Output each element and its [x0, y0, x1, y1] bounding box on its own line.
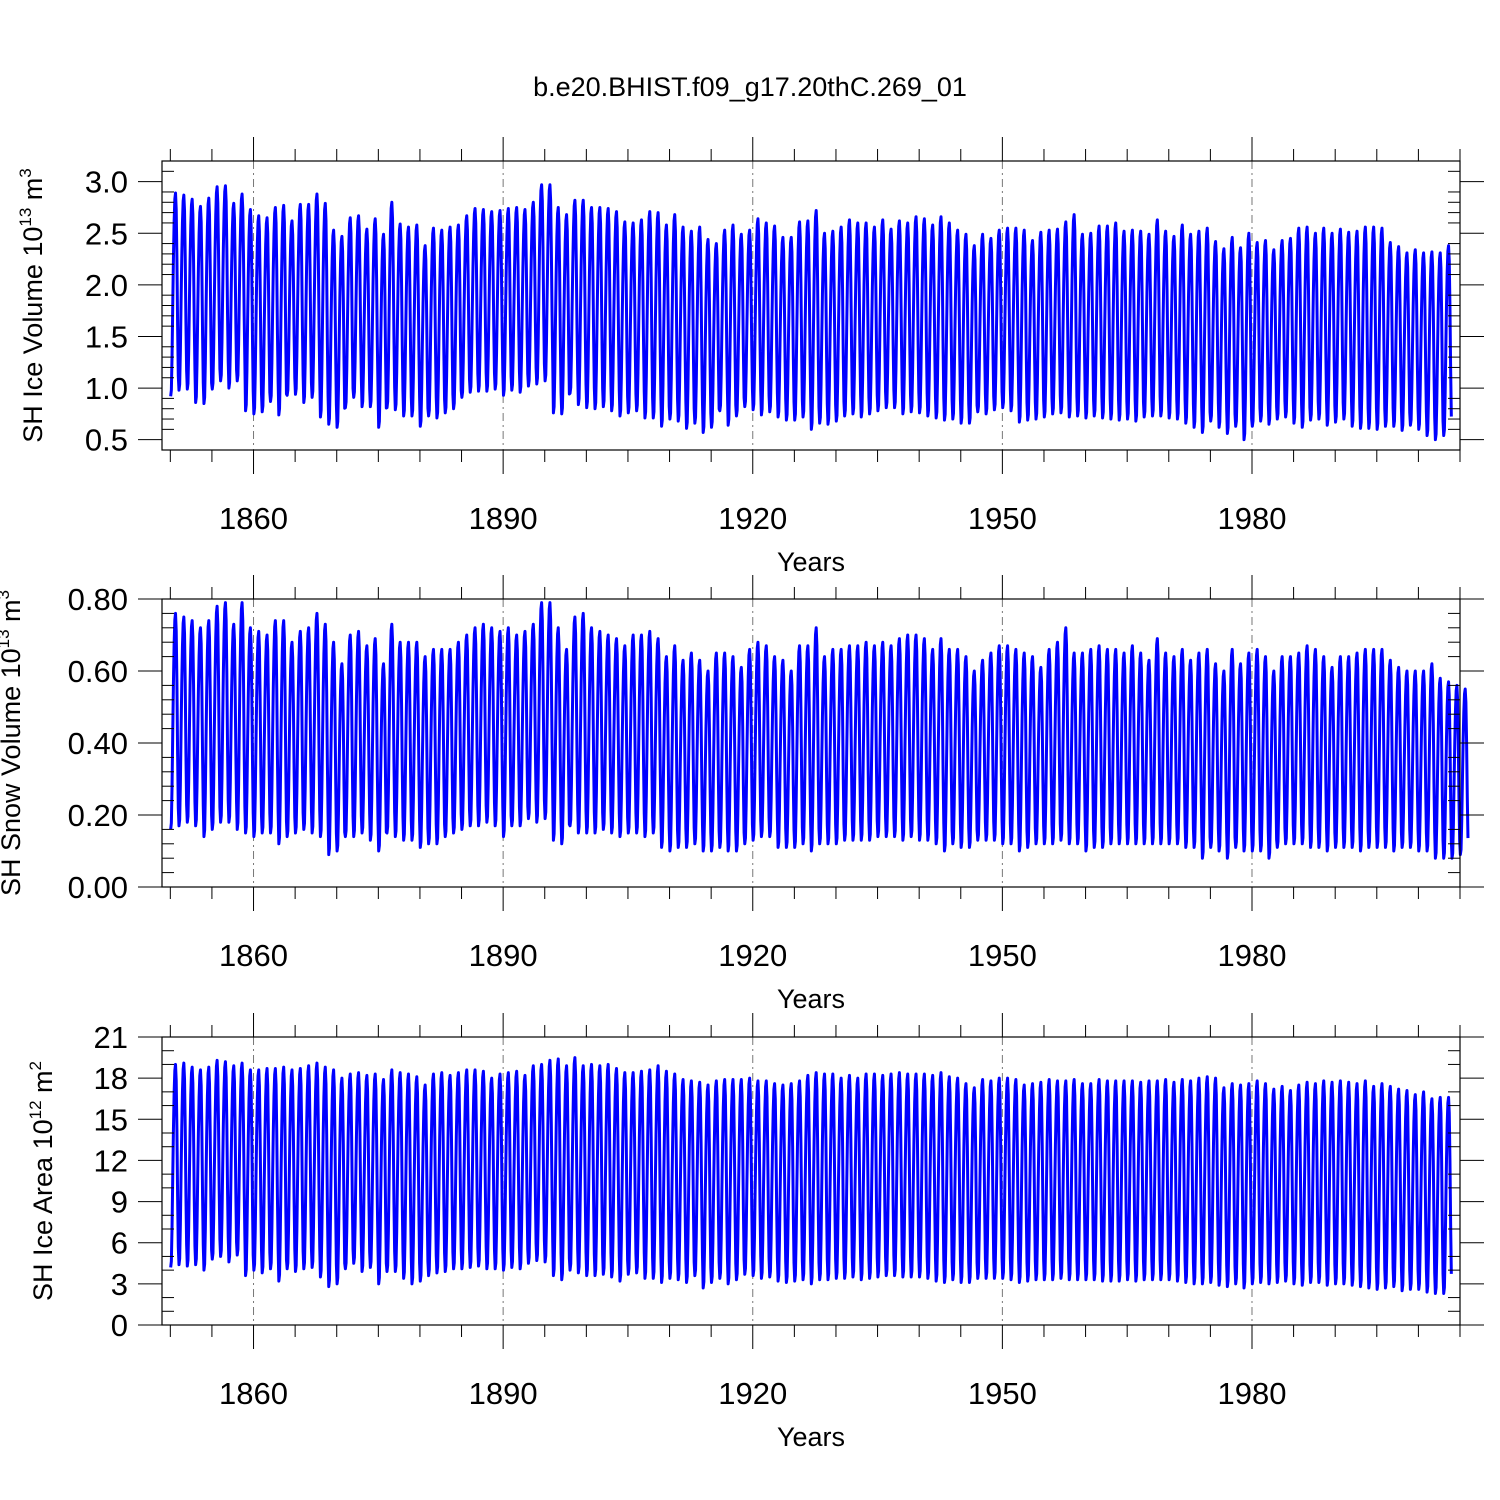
- panels: 1860 1890 1920 1950 1980Years0.51.01.52.02.5…: [0, 137, 1484, 1452]
- x-tick-label: 1890: [469, 1376, 538, 1411]
- x-tick-label: 1920: [718, 1376, 787, 1411]
- y-tick-label: 3.0: [85, 165, 128, 200]
- x-axis-label: Years: [777, 547, 845, 577]
- y-tick-label: 0.80: [68, 582, 128, 617]
- y-tick-label: 0.60: [68, 654, 128, 689]
- x-tick-label: 1860: [219, 501, 288, 536]
- x-tick-label: 1860: [219, 1376, 288, 1411]
- x-tick-label: 1980: [1218, 938, 1287, 973]
- figure-title: b.e20.BHIST.f09_g17.20thC.269_01: [533, 72, 967, 102]
- y-tick-label: 15: [94, 1102, 128, 1137]
- y-tick-label: 0: [111, 1308, 128, 1343]
- y-tick-label: 1.0: [85, 371, 128, 406]
- y-tick-label: 3: [111, 1267, 128, 1302]
- data-series-line: [169, 1056, 1453, 1295]
- x-tick-label: 1950: [968, 1376, 1037, 1411]
- y-axis-label: SH Ice Area 1012 m2: [26, 1061, 58, 1301]
- panel-1: 1860 1890 1920 1950 1980 Years 0.5 1.0 1.5 2.0 2.5…: [16, 137, 1484, 577]
- y-tick-label: 6: [111, 1226, 128, 1261]
- y-tick-label: 12: [94, 1143, 128, 1178]
- x-tick-label: 1980: [1218, 1376, 1287, 1411]
- y-tick-label: 1.5: [85, 319, 128, 354]
- plot-frame: [161, 1036, 1461, 1326]
- y-tick-label: 9: [111, 1185, 128, 1220]
- x-tick-label: 1890: [469, 501, 538, 536]
- y-tick-label: 21: [94, 1020, 128, 1055]
- panel-3: 1860 1890 1920 1950 1980 Years 0 3 6 9 12 15 18 21 SH …: [26, 1013, 1484, 1452]
- x-tick-label: 1920: [718, 938, 787, 973]
- data-series-line: [169, 183, 1453, 442]
- x-tick-label: 1950: [968, 938, 1037, 973]
- panel-2: 1860 1890 1920 1950 1980 Years 0.00 0.20 0.40 0.6…: [0, 575, 1484, 1014]
- x-tick-label: 1980: [1218, 501, 1287, 536]
- x-tick-label: 1950: [968, 501, 1037, 536]
- x-axis-label: Years: [777, 984, 845, 1014]
- y-tick-label: 0.20: [68, 798, 128, 833]
- x-tick-label: 1890: [469, 938, 538, 973]
- y-tick-label: 2.0: [85, 268, 128, 303]
- y-tick-label: 18: [94, 1061, 128, 1096]
- x-tick-label: 1860: [219, 938, 288, 973]
- y-tick-label: 0.5: [85, 423, 128, 458]
- y-tick-label: 2.5: [85, 216, 128, 251]
- y-tick-label: 0.40: [68, 726, 128, 761]
- data-series-line: [169, 601, 1470, 860]
- y-tick-label: 0.00: [68, 870, 128, 905]
- x-tick-label: 1920: [718, 501, 787, 536]
- y-axis-label: SH Snow Volume 1013 m3: [0, 590, 26, 896]
- x-axis-label: Years: [777, 1422, 845, 1452]
- y-axis-label: SH Ice Volume 1013 m3: [16, 168, 48, 443]
